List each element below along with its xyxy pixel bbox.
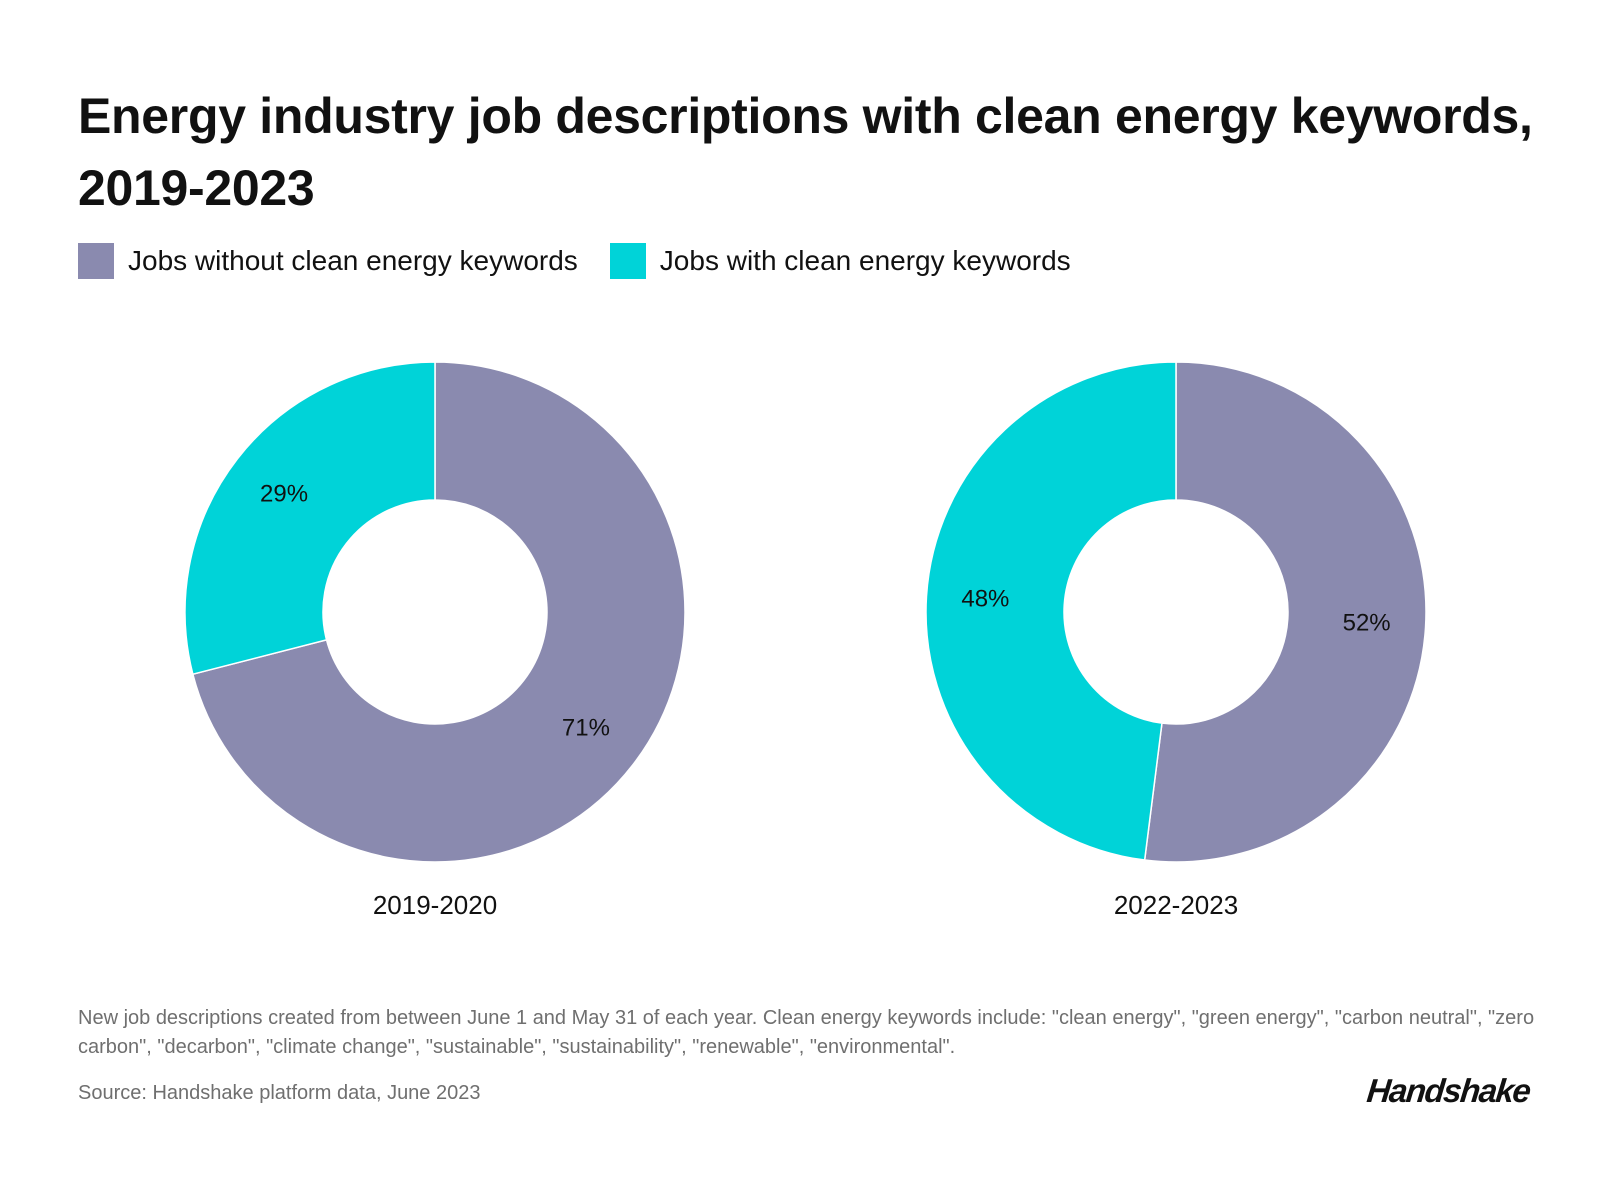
chart-caption-2022-2023: 2022-2023	[1114, 890, 1238, 920]
slice-label-with-2022-2023: 48%	[961, 585, 1009, 612]
source-note: Source: Handshake platform data, June 20…	[78, 1082, 481, 1104]
legend-item-with-keywords: Jobs with clean energy keywords	[609, 243, 1071, 279]
legend: Jobs without clean energy keywords Jobs …	[78, 243, 1103, 279]
chart-caption-2019-2020: 2019-2020	[373, 890, 497, 920]
slice-label-without-2022-2023: 52%	[1343, 609, 1391, 636]
legend-swatch-with-keywords	[609, 243, 646, 279]
legend-item-without-keywords: Jobs without clean energy keywords	[78, 243, 578, 279]
legend-label-with-keywords: Jobs with clean energy keywords	[659, 245, 1071, 276]
donut-slice-with-2022-2023	[925, 361, 1177, 861]
legend-label-without-keywords: Jobs without clean energy keywords	[128, 245, 578, 276]
donut-slice-without-2019-2020	[191, 361, 686, 863]
chart-title: Energy industry job descriptions with cl…	[78, 88, 1533, 216]
slice-label-with-2019-2020: 29%	[260, 480, 308, 507]
donut-chart-2019-2020: 71% 29% 2019-2020	[184, 361, 686, 920]
footnote: New job descriptions created from betwee…	[78, 1007, 1535, 1058]
legend-swatch-without-keywords	[78, 243, 114, 279]
slice-label-without-2019-2020: 71%	[562, 714, 610, 741]
donut-chart-2022-2023: 52% 48% 2022-2023	[925, 361, 1427, 920]
donut-slices-2019-2020	[184, 361, 686, 863]
donut-slices-2022-2023	[925, 361, 1427, 863]
donut-slice-with-2019-2020	[184, 361, 436, 676]
handshake-logo: Handshake	[1365, 1072, 1532, 1109]
donut-slice-without-2022-2023	[1143, 361, 1427, 863]
